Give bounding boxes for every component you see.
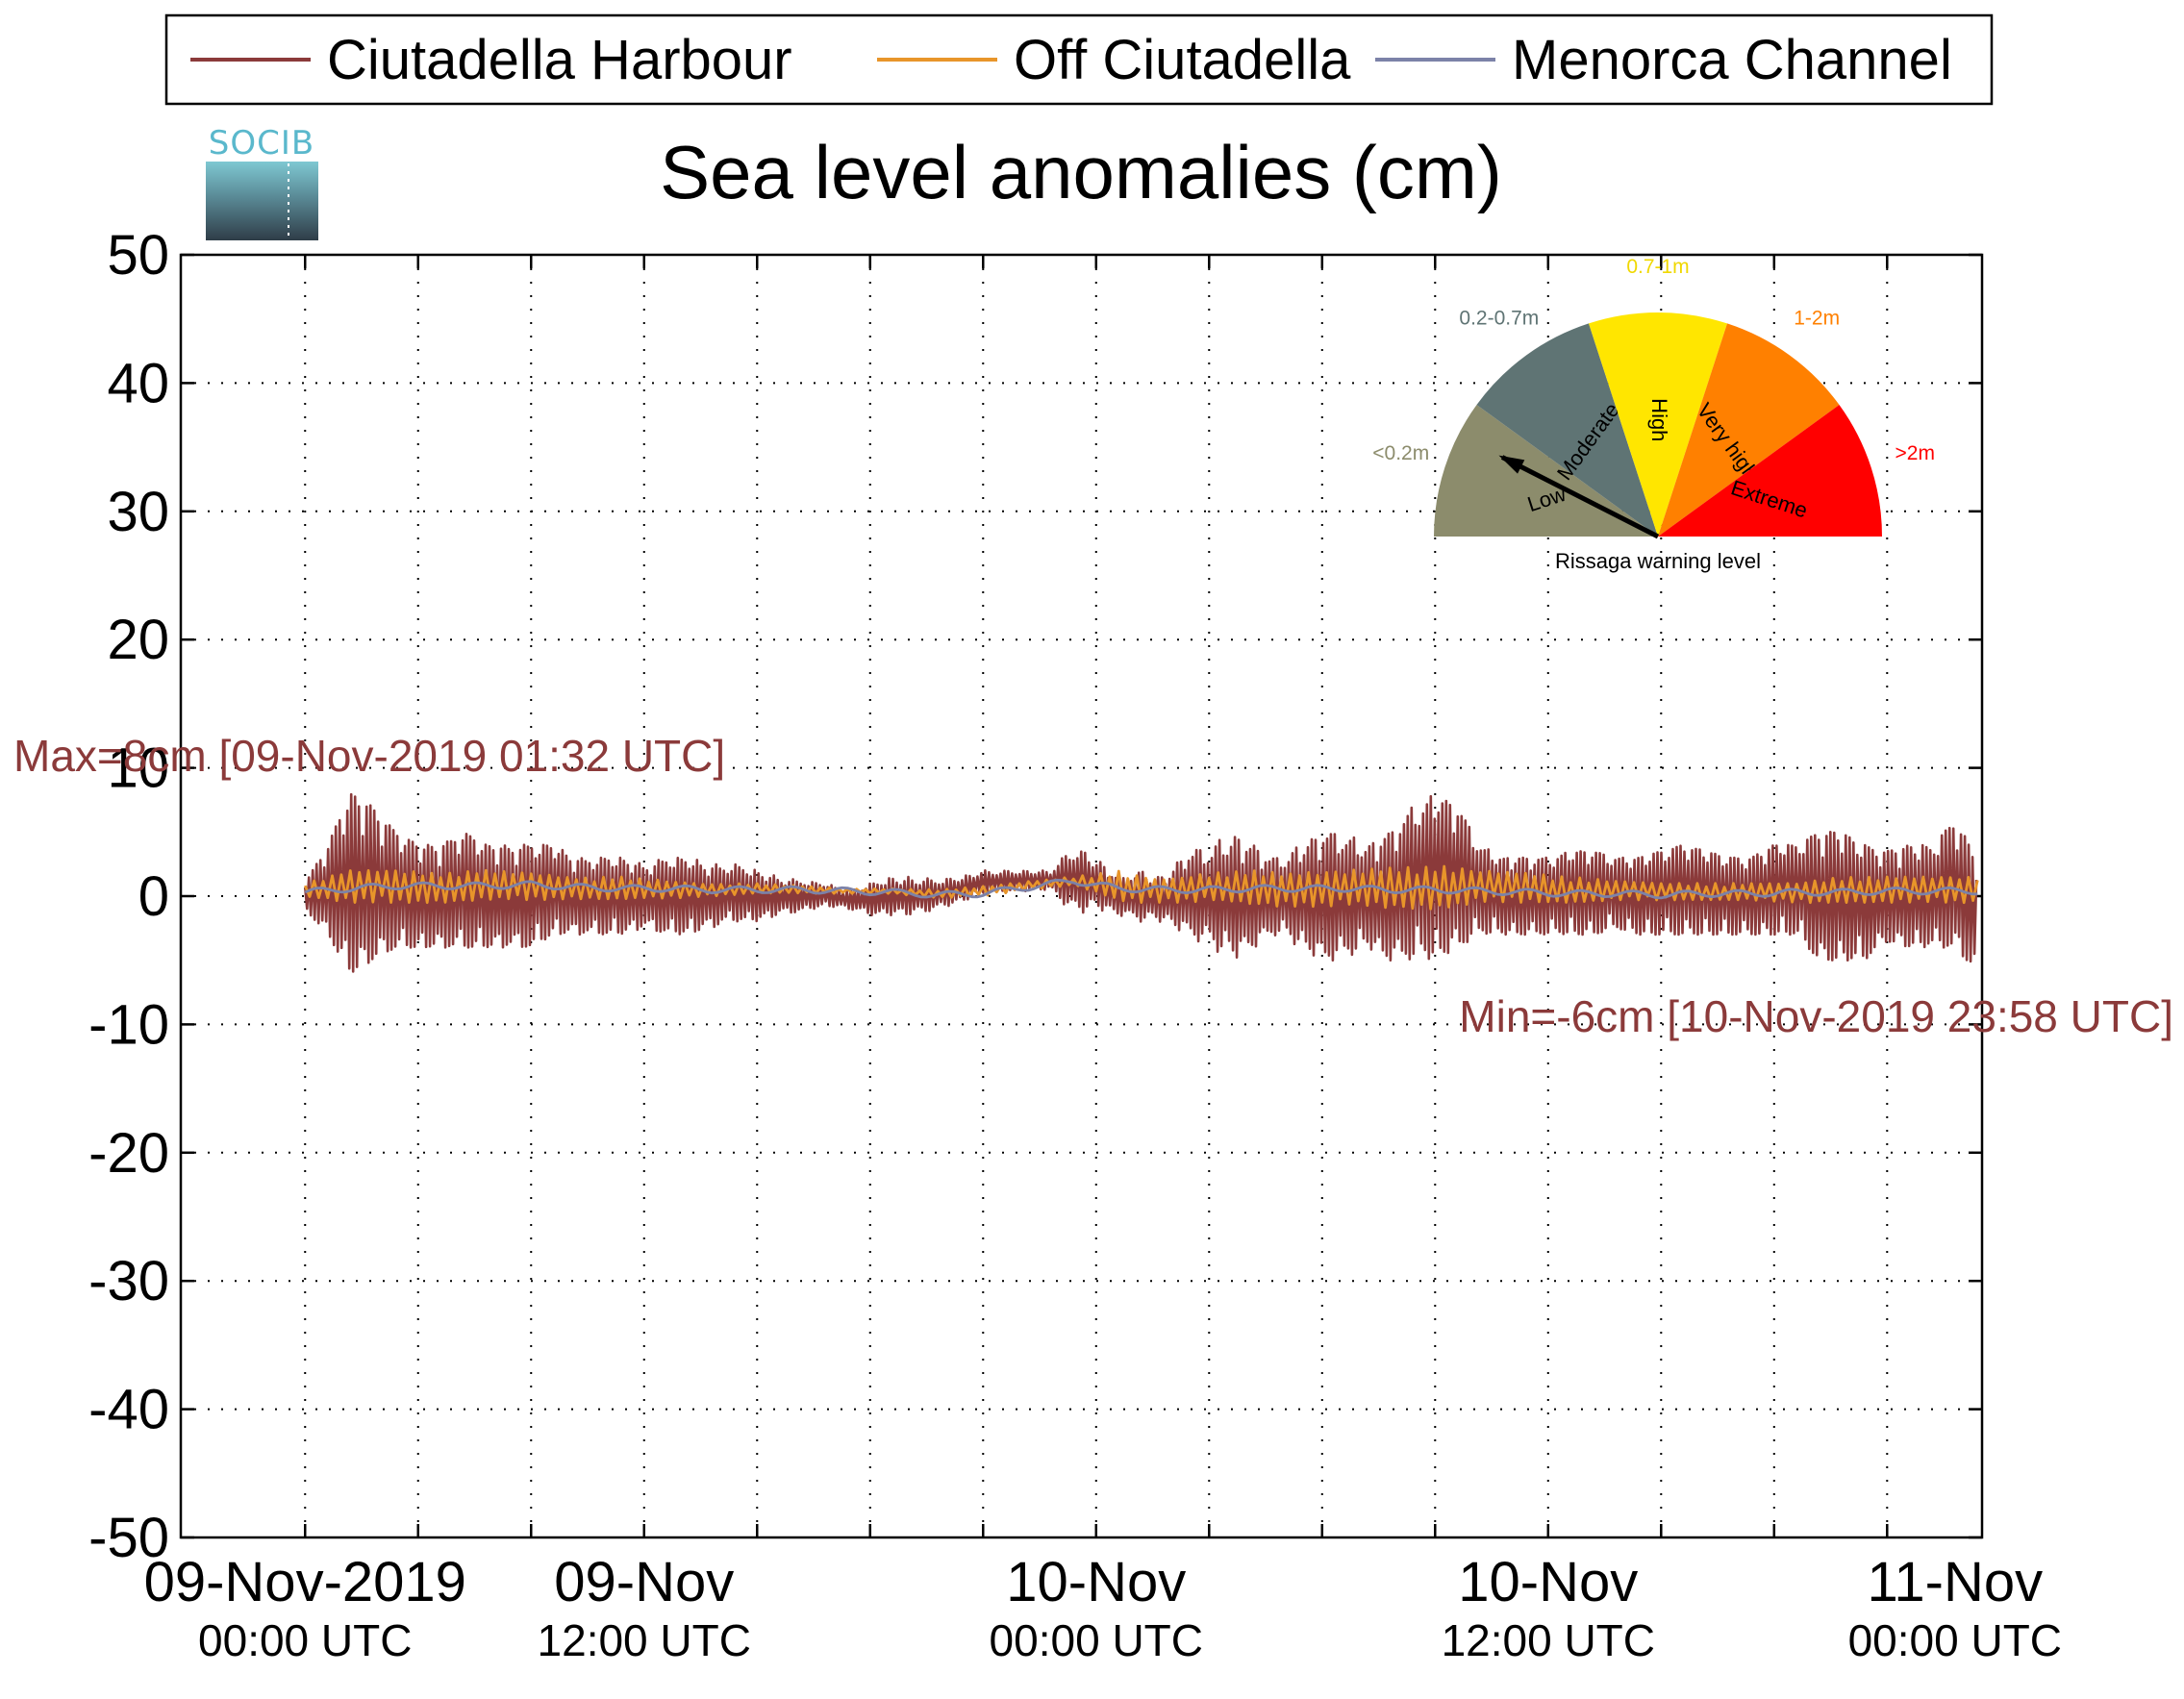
gauge-range-label: 1-2m (1794, 308, 1840, 330)
y-tick-label: -40 (88, 1379, 169, 1441)
y-tick-label: -20 (88, 1122, 169, 1185)
series-line-ciutadella-harbour (304, 792, 1978, 973)
y-tick-label: 50 (107, 224, 169, 287)
grid (181, 255, 1982, 1537)
y-tick-label: 0 (138, 865, 169, 928)
legend-box (164, 13, 1994, 106)
x-tick-label: 09-Nov-2019 (144, 1551, 466, 1613)
y-tick-label: 10 (107, 737, 169, 800)
x-tick-sublabel: 00:00 UTC (1848, 1615, 2062, 1665)
gauge-title: Rissaga warning level (1555, 549, 1761, 573)
x-tick-label: 09-Nov (554, 1551, 734, 1613)
gauge-needle-head (1498, 455, 1525, 474)
gauge-range-label: 0.7-1m (1626, 256, 1689, 278)
annotation-max: Max=8cm [09-Nov-2019 01:32 UTC] (13, 731, 725, 781)
y-axis: 50 40 30 20 10 0 -10 -20 -30 -40 -50 (88, 224, 1982, 1569)
logo-text: SOCIB (209, 124, 314, 162)
x-tick-sublabel: 12:00 UTC (1442, 1615, 1655, 1665)
annotation-min: Min=-6cm [10-Nov-2019 23:58 UTC] (1459, 991, 2173, 1041)
gauge-sector-label: High (1647, 398, 1671, 441)
gauge-sector (1658, 405, 1882, 537)
x-tick-label: 10-Nov (1458, 1551, 1638, 1613)
gauge-range-label: >2m (1895, 442, 1935, 464)
x-tick-label: 10-Nov (1006, 1551, 1186, 1613)
legend-label: Menorca Channel (1512, 29, 1952, 91)
x-tick-sublabel: 12:00 UTC (538, 1615, 751, 1665)
gauge-range-label: <0.2m (1372, 442, 1429, 464)
socib-logo: SOCIB (206, 124, 318, 240)
x-tick-sublabel: 00:00 UTC (990, 1615, 1203, 1665)
chart-title: Sea level anomalies (cm) (660, 130, 1502, 214)
legend: Ciutadella Harbour Off Ciutadella Menorca … (164, 13, 1994, 106)
y-tick-label: -30 (88, 1250, 169, 1312)
legend-label: Off Ciutadella (1014, 29, 1351, 91)
legend-label: Ciutadella Harbour (327, 29, 792, 91)
y-tick-label: 20 (107, 609, 169, 671)
series-line-menorca-channel (304, 878, 1978, 900)
x-tick-label: 11-Nov (1867, 1551, 2043, 1613)
y-tick-label: 40 (107, 352, 169, 414)
gauge-needle (1500, 455, 1660, 539)
y-tick-label: 30 (107, 481, 169, 543)
gauge-sector (1658, 323, 1840, 537)
gauge-sector (1476, 323, 1658, 537)
series-lines (304, 792, 1979, 973)
y-tick-label: -50 (88, 1507, 169, 1569)
gauge-sector (1589, 312, 1727, 537)
x-tick-sublabel: 00:00 UTC (198, 1615, 412, 1665)
y-tick-label: -10 (88, 993, 169, 1056)
gauge-sector (1434, 405, 1658, 537)
annotations: Max=8cm [09-Nov-2019 01:32 UTC] Min=-6cm … (13, 731, 2173, 1041)
gauge-range-label: 0.2-0.7m (1459, 308, 1539, 330)
